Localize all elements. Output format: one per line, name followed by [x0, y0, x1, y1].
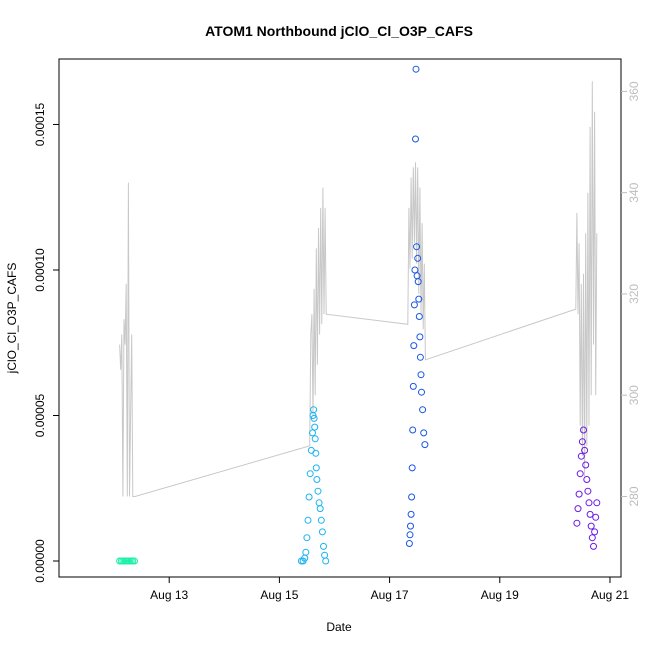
scatter-point: [406, 531, 414, 539]
scatter-point: [407, 510, 415, 518]
scatter-point: [576, 470, 584, 478]
x-tick-label: Aug 21: [591, 588, 629, 602]
plot-frame: [58, 58, 622, 578]
y2-tick-label: 340: [627, 182, 641, 202]
scatter-point: [304, 516, 312, 524]
scatter-point: [316, 505, 324, 513]
scatter-point: [419, 406, 427, 414]
scatter-point: [415, 295, 423, 303]
scatter-point: [414, 254, 422, 262]
scatter-point: [410, 342, 418, 350]
y2-axis: 280 300 320 340 360: [621, 81, 641, 507]
scatter-point: [309, 429, 316, 437]
scatter-point: [418, 388, 425, 396]
y2-tick-label: 280: [627, 486, 641, 506]
scatter-point: [580, 426, 587, 434]
scatter-point: [585, 499, 593, 507]
scatter-point: [412, 65, 420, 73]
scatter-point: [311, 435, 319, 443]
y-tick-label: 0.00005: [33, 393, 47, 437]
scatter-point: [407, 522, 414, 530]
secondary-line-series: [119, 81, 598, 497]
scatter-point: [317, 516, 325, 524]
scatter-point: [310, 414, 318, 422]
scatter-point: [408, 464, 416, 472]
scatter-point: [313, 476, 321, 483]
scatter-point: [416, 353, 424, 361]
scatter-point: [417, 371, 425, 379]
scatter-point: [320, 542, 327, 550]
scatter-point: [575, 490, 583, 498]
scatter-point: [590, 542, 597, 550]
scatter-point: [421, 441, 429, 449]
scatter-point: [310, 406, 318, 414]
scatter-point: [412, 135, 419, 143]
y-axis: 0.00000 0.00005 0.00010 0.00015: [33, 102, 59, 583]
y-tick-label: 0.00015: [33, 102, 47, 146]
y2-tick-label: 320: [627, 284, 641, 304]
x-tick-label: Aug 13: [150, 588, 188, 602]
scatter-point: [577, 452, 585, 460]
x-tick-label: Aug 17: [371, 588, 409, 602]
y-tick-label: 0.00010: [33, 248, 47, 292]
scatter-point: [314, 487, 322, 495]
scatter-point: [583, 476, 591, 483]
scatter-point: [588, 534, 596, 542]
y-tick-label: 0.00000: [33, 539, 47, 583]
scatter-point: [578, 438, 586, 446]
scatter-point: [591, 528, 599, 536]
scatter-point: [593, 499, 601, 507]
scatter-point: [586, 510, 594, 518]
scatter-point: [409, 426, 417, 434]
scatter-point: [411, 266, 419, 274]
y-axis-label: jClO_Cl_O3P_CAFS: [5, 263, 19, 375]
x-axis: Aug 13 Aug 15 Aug 17 Aug 19 Aug 21: [150, 577, 629, 602]
scatter-point: [405, 540, 413, 547]
y2-tick-label: 360: [627, 81, 641, 101]
scatter-point: [582, 461, 590, 469]
scatter-point: [581, 446, 589, 454]
scatter-point: [303, 534, 311, 542]
scatter-point: [408, 493, 416, 501]
scatter-point: [573, 519, 581, 527]
scatter-point: [574, 505, 582, 513]
scatter-point: [592, 513, 600, 521]
scatter-point: [410, 301, 418, 309]
scatter-point: [584, 487, 592, 495]
x-tick-label: Aug 15: [260, 588, 298, 602]
scatter-point: [312, 449, 320, 457]
x-axis-label: Date: [326, 620, 352, 634]
scatter-point: [413, 243, 421, 251]
scatter-point: [587, 522, 595, 530]
scatter-point: [318, 528, 326, 536]
scatter-point: [420, 429, 428, 437]
line-layer: [119, 81, 598, 497]
scatter-point: [312, 464, 320, 472]
scatter-point: [131, 557, 138, 565]
chart-title: ATOM1 Northbound jClO_Cl_O3P_CAFS: [205, 23, 473, 39]
scatter-point: [416, 333, 424, 341]
scatter-point: [322, 557, 330, 565]
scatter-point: [415, 313, 423, 320]
scatter-point: [305, 493, 313, 501]
x-tick-label: Aug 19: [481, 588, 519, 602]
scatter-point: [302, 548, 310, 556]
scatter-point: [311, 423, 319, 431]
points-layer: [116, 65, 601, 565]
y2-tick-label: 300: [627, 385, 641, 405]
scatter-point: [306, 470, 314, 478]
scatter-point: [409, 382, 417, 390]
scatter-point: [414, 278, 422, 286]
